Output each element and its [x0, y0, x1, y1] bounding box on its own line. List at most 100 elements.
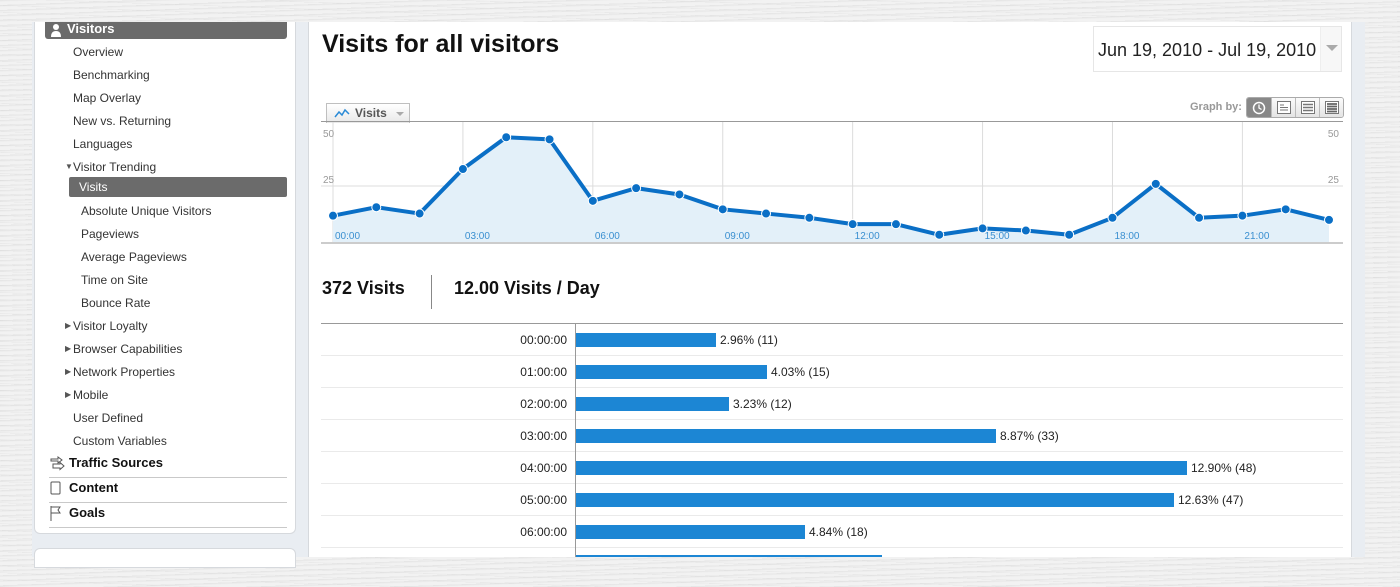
expand-right-icon[interactable]: ▶ — [65, 367, 72, 376]
row-time-label: 01:00:00 — [520, 365, 567, 379]
graph-by-label: Graph by: — [1190, 101, 1242, 113]
sidebar-item-map-overlay[interactable]: Map Overlay — [73, 88, 141, 108]
sidebar-item-absolute-unique-visitors[interactable]: Absolute Unique Visitors — [81, 201, 212, 221]
page-title: Visits for all visitors — [322, 30, 560, 58]
table-row[interactable]: 01:00:00 4.03% (15) — [321, 356, 1343, 388]
user-icon — [51, 24, 61, 37]
sidebar-section-visitors[interactable]: Visitors — [45, 22, 287, 39]
total-visits: 372 Visits — [322, 278, 405, 298]
row-bar — [576, 365, 767, 379]
row-time-label: 06:00:00 — [520, 525, 567, 539]
sidebar-item-label: Average Pageviews — [81, 250, 187, 264]
row-bar — [576, 333, 716, 347]
row-bar — [576, 525, 805, 539]
line-chart-icon — [334, 108, 350, 118]
row-value: 3.23% (12) — [733, 397, 792, 411]
sidebar-item-languages[interactable]: Languages — [73, 134, 132, 154]
svg-text:12:00: 12:00 — [855, 231, 880, 242]
sidebar-item-benchmarking[interactable]: Benchmarking — [73, 65, 150, 85]
graph-by-hour-button[interactable] — [1247, 98, 1271, 117]
row-time-label: 03:00:00 — [520, 429, 567, 443]
visits-line-chart[interactable]: 50 25 50 25 00:00 03:00 06:00 09:00 12:00 15:00 18… — [321, 121, 1343, 246]
svg-text:09:00: 09:00 — [725, 231, 750, 242]
category-label: Content — [69, 480, 119, 495]
partial-bar — [576, 555, 882, 557]
sidebar-item-network-properties[interactable]: ▶ Network Properties — [65, 362, 176, 382]
row-bar — [576, 429, 996, 443]
sidebar-item-user-defined[interactable]: User Defined — [73, 408, 143, 428]
sidebar-item-visits[interactable]: Visits — [69, 177, 287, 197]
category-label: Traffic Sources — [69, 455, 163, 470]
sidebar-category-goals[interactable]: Goals — [49, 503, 287, 528]
chevron-down-icon — [396, 112, 404, 116]
sidebar-item-browser-capabilities[interactable]: ▶ Browser Capabilities — [65, 339, 182, 359]
table-row[interactable]: 00:00:00 2.96% (11) — [321, 324, 1343, 356]
sidebar-item-label: Languages — [73, 137, 133, 151]
sidebar-item-new-vs-returning[interactable]: New vs. Returning — [73, 111, 171, 131]
row-bar — [576, 493, 1174, 507]
svg-text:25: 25 — [323, 175, 335, 186]
sidebar-item-label: Map Overlay — [73, 91, 142, 105]
table-row[interactable]: 04:00:00 12.90% (48) — [321, 452, 1343, 484]
sidebar-category-content[interactable]: Content — [49, 478, 287, 503]
table-top-border — [321, 323, 1343, 324]
main-content: Visits for all visitors Jun 19, 2010 - J… — [308, 22, 1352, 557]
sidebar-item-label: Benchmarking — [73, 68, 150, 82]
svg-text:06:00: 06:00 — [595, 231, 620, 242]
row-value: 12.90% (48) — [1191, 461, 1257, 475]
week-icon — [1301, 101, 1315, 114]
row-time-label: 00:00:00 — [520, 333, 567, 347]
sidebar-item-label: Visitor Trending — [73, 160, 157, 174]
date-range-text: Jun 19, 2010 - Jul 19, 2010 — [1098, 40, 1317, 60]
date-range-dropdown-button[interactable] — [1320, 27, 1341, 71]
table-row[interactable]: 02:00:00 3.23% (12) — [321, 388, 1343, 420]
chevron-down-icon — [1326, 45, 1338, 51]
sidebar-section-label: Visitors — [67, 21, 115, 36]
sidebar-item-label: Overview — [73, 45, 124, 59]
app-frame: Visitors Overview Benchmarking Map Overlay… — [32, 22, 1365, 568]
graph-by-day-button[interactable] — [1271, 98, 1295, 117]
table-row[interactable]: 05:00:00 12.63% (47) — [321, 484, 1343, 516]
svg-text:50: 50 — [1328, 129, 1340, 140]
sidebar-item-label: New vs. Returning — [73, 114, 172, 128]
sidebar-item-time-on-site[interactable]: Time on Site — [81, 270, 148, 290]
sidebar-item-label: Time on Site — [81, 273, 148, 287]
svg-text:21:00: 21:00 — [1244, 231, 1269, 242]
sidebar-category-traffic-sources[interactable]: Traffic Sources — [49, 453, 287, 478]
sidebar-item-visitor-trending[interactable]: ▼ Visitor Trending — [65, 157, 157, 177]
sidebar-item-pageviews[interactable]: Pageviews — [81, 224, 139, 244]
graph-by-month-button[interactable] — [1319, 98, 1343, 117]
expand-down-icon[interactable]: ▼ — [65, 162, 73, 171]
svg-text:00:00: 00:00 — [335, 231, 360, 242]
sidebar-item-average-pageviews[interactable]: Average Pageviews — [81, 247, 187, 267]
metric-selector[interactable]: Visits — [326, 103, 410, 123]
sidebar-item-mobile[interactable]: ▶ Mobile — [65, 385, 109, 405]
clock-icon — [1252, 101, 1266, 115]
sidebar-item-bounce-rate[interactable]: Bounce Rate — [81, 293, 150, 313]
row-value: 4.03% (15) — [771, 365, 830, 379]
table-row[interactable]: 06:00:00 4.84% (18) — [321, 516, 1343, 548]
sidebar-item-custom-variables[interactable]: Custom Variables — [73, 431, 167, 451]
svg-text:25: 25 — [1328, 175, 1340, 186]
row-bar — [576, 397, 729, 411]
sidebar-item-label: Network Properties — [73, 365, 176, 379]
sidebar-item-label: Visitor Loyalty — [73, 319, 148, 333]
sidebar-item-label: Pageviews — [81, 227, 140, 241]
sidebar-item-visitor-loyalty[interactable]: ▶ Visitor Loyalty — [65, 316, 148, 336]
row-time-label: 04:00:00 — [520, 461, 567, 475]
month-icon — [1325, 101, 1339, 114]
graph-by-week-button[interactable] — [1295, 98, 1319, 117]
visits-per-day: 12.00 Visits / Day — [454, 278, 600, 298]
row-value: 8.87% (33) — [1000, 429, 1059, 443]
page-icon — [50, 481, 61, 495]
date-range-picker[interactable]: Jun 19, 2010 - Jul 19, 2010 — [1093, 26, 1342, 72]
expand-right-icon[interactable]: ▶ — [65, 321, 72, 330]
sidebar-lower-panel — [34, 548, 296, 568]
row-value: 2.96% (11) — [720, 333, 778, 347]
table-row[interactable]: 03:00:00 8.87% (33) — [321, 420, 1343, 452]
svg-text:03:00: 03:00 — [465, 231, 490, 242]
sidebar-item-label: Mobile — [73, 388, 109, 402]
sidebar-item-overview[interactable]: Overview — [73, 42, 123, 62]
expand-right-icon[interactable]: ▶ — [65, 344, 72, 353]
expand-right-icon[interactable]: ▶ — [65, 390, 72, 399]
